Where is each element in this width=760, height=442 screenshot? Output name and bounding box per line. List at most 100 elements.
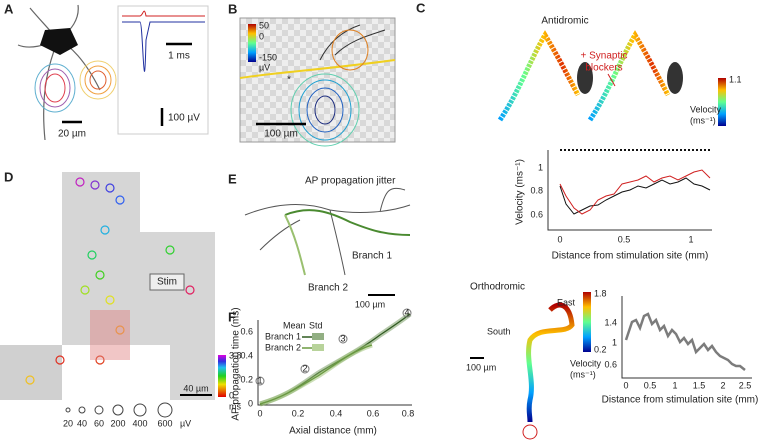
stim-box — [149, 273, 185, 291]
y-tick-label: 0.6 — [604, 359, 617, 369]
array-image — [239, 17, 396, 143]
panel-label: E — [228, 171, 237, 186]
colorbar-tick: -150 — [259, 52, 277, 62]
x-tick-label: 2.5 — [739, 380, 752, 390]
size-legend-label: 20 — [63, 418, 73, 428]
subtitle: Orthodromic — [470, 282, 525, 293]
colorbar-tick: 1.1 — [729, 74, 742, 84]
panel-a: A 20 µm 1 ms 100 µV — [4, 1, 209, 141]
panel-label: C — [416, 0, 426, 15]
x-tick-label: 2 — [720, 380, 725, 390]
subtitle: Antidromic — [541, 16, 588, 27]
legend-header: Mean — [283, 320, 306, 330]
colorbar — [248, 24, 256, 62]
panel-label: F — [228, 309, 236, 324]
branch-label: Branch 2 — [308, 283, 348, 294]
scale-label: 20 µm — [58, 129, 86, 140]
colorbar-tick: 1.8 — [594, 288, 607, 298]
x-tick-label: 1 — [688, 234, 693, 244]
legend-header: Std — [309, 320, 323, 330]
microscopy-image — [0, 345, 62, 400]
y-tick-label: 0.6 — [530, 209, 543, 219]
marker-number: 2 — [302, 363, 307, 373]
size-legend-label: 600 — [157, 418, 172, 428]
colorbar-unit: µV — [259, 62, 270, 72]
stim-label: Stim — [157, 277, 177, 288]
std-band — [259, 342, 373, 407]
panel-e: E AP propagation jitter Branch 1 Branch … — [228, 171, 411, 309]
annotation: + Synaptic — [581, 51, 628, 62]
colorbar — [218, 355, 226, 397]
microscopy-image — [0, 172, 215, 400]
x-tick-label: 0.2 — [292, 408, 305, 418]
panel-label: D — [4, 169, 13, 184]
y-tick-label: 0.2 — [240, 374, 253, 384]
x-tick-label: 0 — [257, 408, 262, 418]
axon-velocity — [587, 30, 671, 122]
neuron-dendrite — [17, 4, 101, 141]
size-legend-label: 200 — [110, 418, 125, 428]
x-axis-label: Distance from stimulation site (mm) — [602, 395, 759, 406]
size-legend-circles — [65, 402, 173, 418]
legend-entry: Branch 2 — [265, 342, 301, 352]
colorbar-tick: 0 — [229, 390, 234, 400]
marker: * — [287, 75, 291, 86]
neurites — [244, 187, 411, 276]
colorbar-tick: 0.2 — [594, 344, 607, 354]
marker-number: 4 — [404, 307, 409, 317]
latency-circles — [25, 177, 195, 385]
y-axis-label: AP propagation time (ms) — [231, 307, 242, 420]
y-tick-label: 1 — [538, 162, 543, 172]
axon-velocity — [497, 30, 581, 122]
scale-label: 1 ms — [168, 51, 190, 62]
axon-velocity — [526, 302, 575, 423]
scale-label: 40 µm — [183, 383, 208, 393]
axes — [547, 150, 712, 231]
panel-label: B — [228, 1, 237, 16]
dendrites — [319, 24, 386, 61]
colorbar-unit: (ms⁻¹) — [690, 115, 716, 125]
legend-swatch — [312, 333, 324, 340]
size-legend-unit: µV — [180, 418, 191, 428]
colorbar-title: Velocity — [570, 358, 602, 368]
scale-label: 100 µm — [466, 362, 496, 372]
colorbar-tick: 3.8 — [229, 350, 242, 360]
inset-frame — [117, 5, 209, 135]
x-tick-label: 1 — [672, 380, 677, 390]
y-tick-label: 0.8 — [530, 185, 543, 195]
colorbar — [583, 292, 591, 352]
contours — [290, 29, 369, 147]
scale-label: 100 µV — [168, 113, 200, 124]
x-tick-label: 0 — [557, 234, 562, 244]
subtitle: AP propagation jitter — [305, 176, 396, 187]
axes — [257, 320, 412, 406]
y-axis-label: Velocity (ms⁻¹) — [515, 159, 526, 225]
y-tick-label: 0.6 — [240, 326, 253, 336]
mean-line — [259, 344, 373, 405]
x-tick-label: 0.5 — [644, 380, 657, 390]
waveform — [122, 21, 205, 72]
stim-site — [522, 424, 538, 440]
waveform — [122, 10, 205, 17]
panel-b: B 50 0 -150 µV * 100 µm — [228, 1, 396, 147]
colorbar-unit: ms — [229, 401, 241, 411]
axon — [239, 59, 396, 79]
x-tick-label: 1.5 — [693, 380, 706, 390]
x-tick-label: 0.4 — [330, 408, 343, 418]
legend-entry: Branch 1 — [265, 331, 301, 341]
size-legend-label: 40 — [77, 418, 87, 428]
colorbar-unit: (ms⁻¹) — [570, 369, 596, 379]
marker-number: 1 — [257, 375, 262, 385]
soma-cluster — [667, 62, 683, 94]
colorbar-tick: 0 — [259, 31, 264, 41]
colorbar-title: Velocity — [690, 104, 722, 114]
axes — [621, 296, 752, 379]
panel-c: C Antidromic + Synaptic blockers 1.1 Vel… — [416, 0, 759, 440]
size-legend-label: 60 — [94, 418, 104, 428]
x-tick-label: 0.5 — [618, 234, 631, 244]
branch-trace — [284, 214, 306, 276]
direction-label: East — [557, 297, 576, 307]
marker-number: 3 — [340, 333, 345, 343]
y-tick-label: 0 — [248, 398, 253, 408]
